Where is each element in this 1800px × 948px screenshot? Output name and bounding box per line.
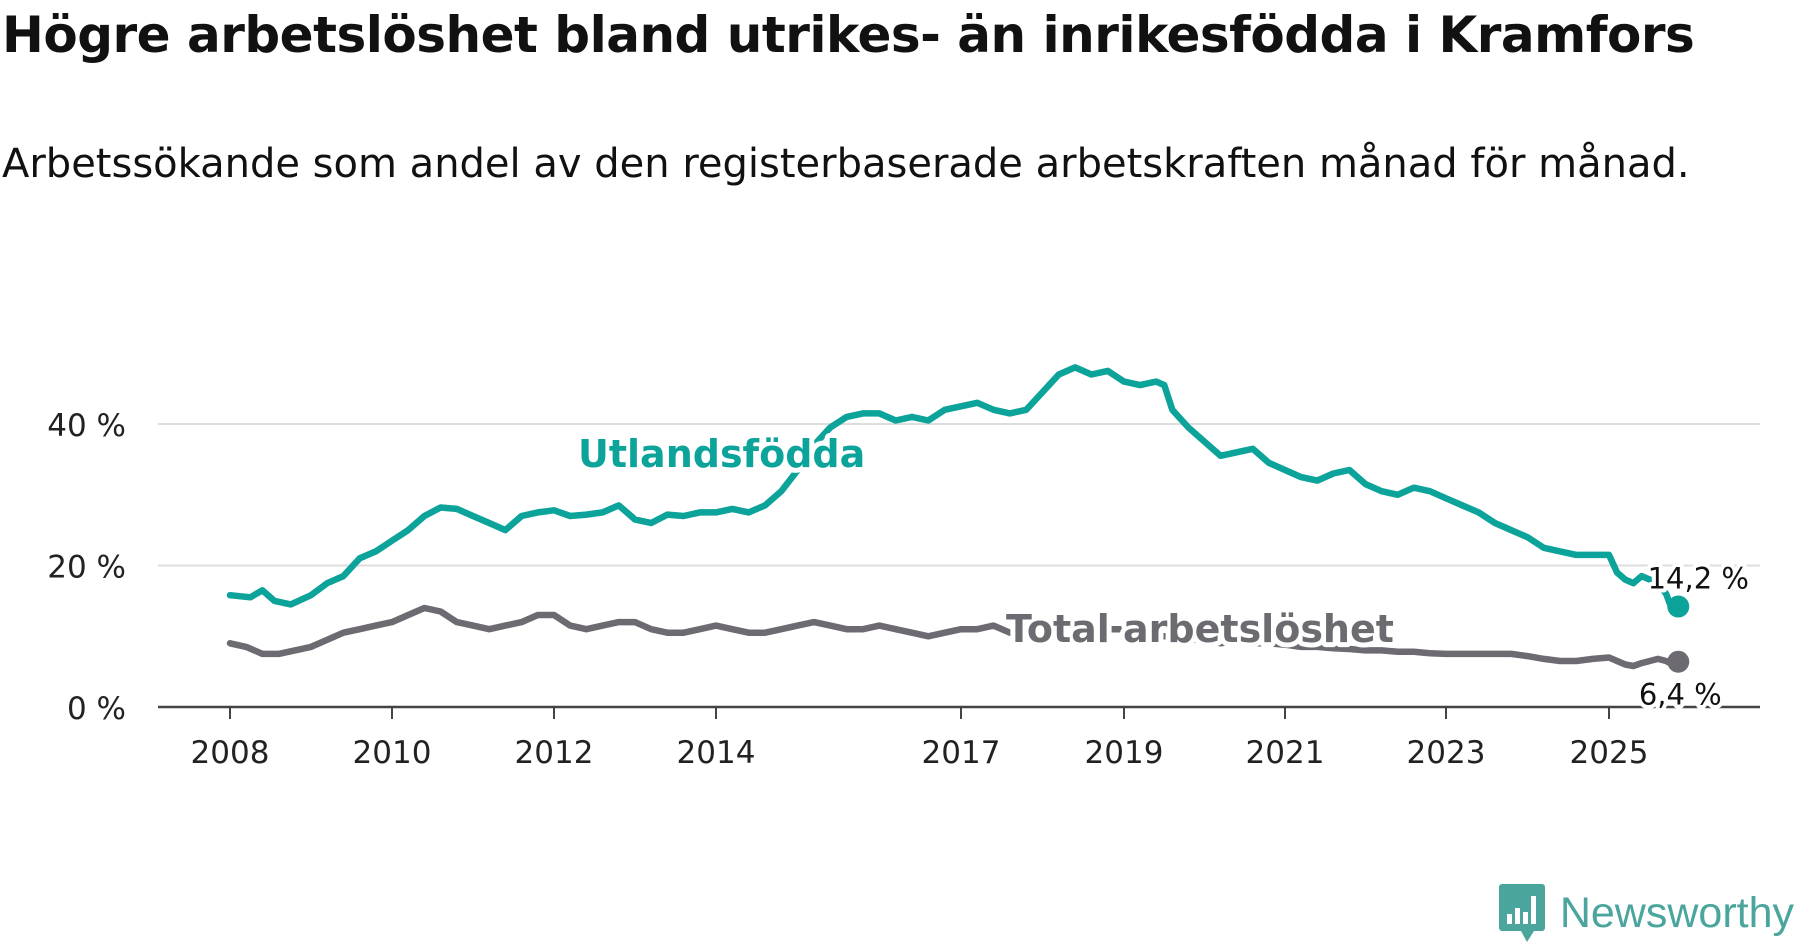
x-tick-label: 2021: [1246, 735, 1325, 771]
gridlines: [158, 423, 1760, 567]
end-label-foreign: 14,2 %: [1648, 562, 1749, 596]
end-label-total: 6,4 %: [1639, 678, 1722, 712]
y-tick-label: 0 %: [67, 691, 126, 727]
end-marker-total: [1667, 650, 1690, 673]
y-tick-label: 20 %: [47, 550, 126, 586]
end-label-total-halo: 6,4 %: [1639, 678, 1722, 712]
x-tick-label: 2023: [1407, 735, 1486, 771]
series-line-foreign: [226, 364, 1682, 610]
series-label-foreign: Utlandsfödda: [578, 432, 865, 476]
chart-title: Högre arbetslöshet bland utrikes- än inr…: [2, 6, 1695, 64]
end-label-foreign-halo: 14,2 %: [1648, 562, 1749, 596]
chart-subtitle: Arbetssökande som andel av den registerb…: [2, 141, 1690, 187]
series-label-foreign-halo: Utlandsfödda: [578, 432, 865, 476]
x-tick-label: 2014: [677, 735, 756, 771]
series-lines: [226, 364, 1690, 673]
x-tick-label: 2019: [1085, 735, 1164, 771]
end-marker-foreign: [1667, 595, 1690, 618]
x-tick-label: 2008: [191, 735, 270, 771]
x-tick-label: 2012: [515, 735, 594, 771]
series-label-total: Total arbetslöshet: [1006, 607, 1394, 651]
axes: 0 % 20 % 40 % 2008 2010 2012 2014 2017 2019 2021 2…: [47, 408, 1760, 771]
series-line-total: [226, 604, 1682, 670]
x-tick-label: 2010: [353, 735, 432, 771]
y-tick-label: 40 %: [47, 408, 126, 444]
x-tick-label: 2017: [922, 735, 1001, 771]
series-label-total-halo: Total arbetslöshet: [1006, 607, 1394, 651]
brand-name: Newsworthy: [1559, 888, 1794, 937]
x-tick-label: 2025: [1570, 735, 1649, 771]
newsworthy-logo-icon: [1498, 884, 1545, 942]
brand-logo: Newsworthy: [1498, 880, 1794, 946]
